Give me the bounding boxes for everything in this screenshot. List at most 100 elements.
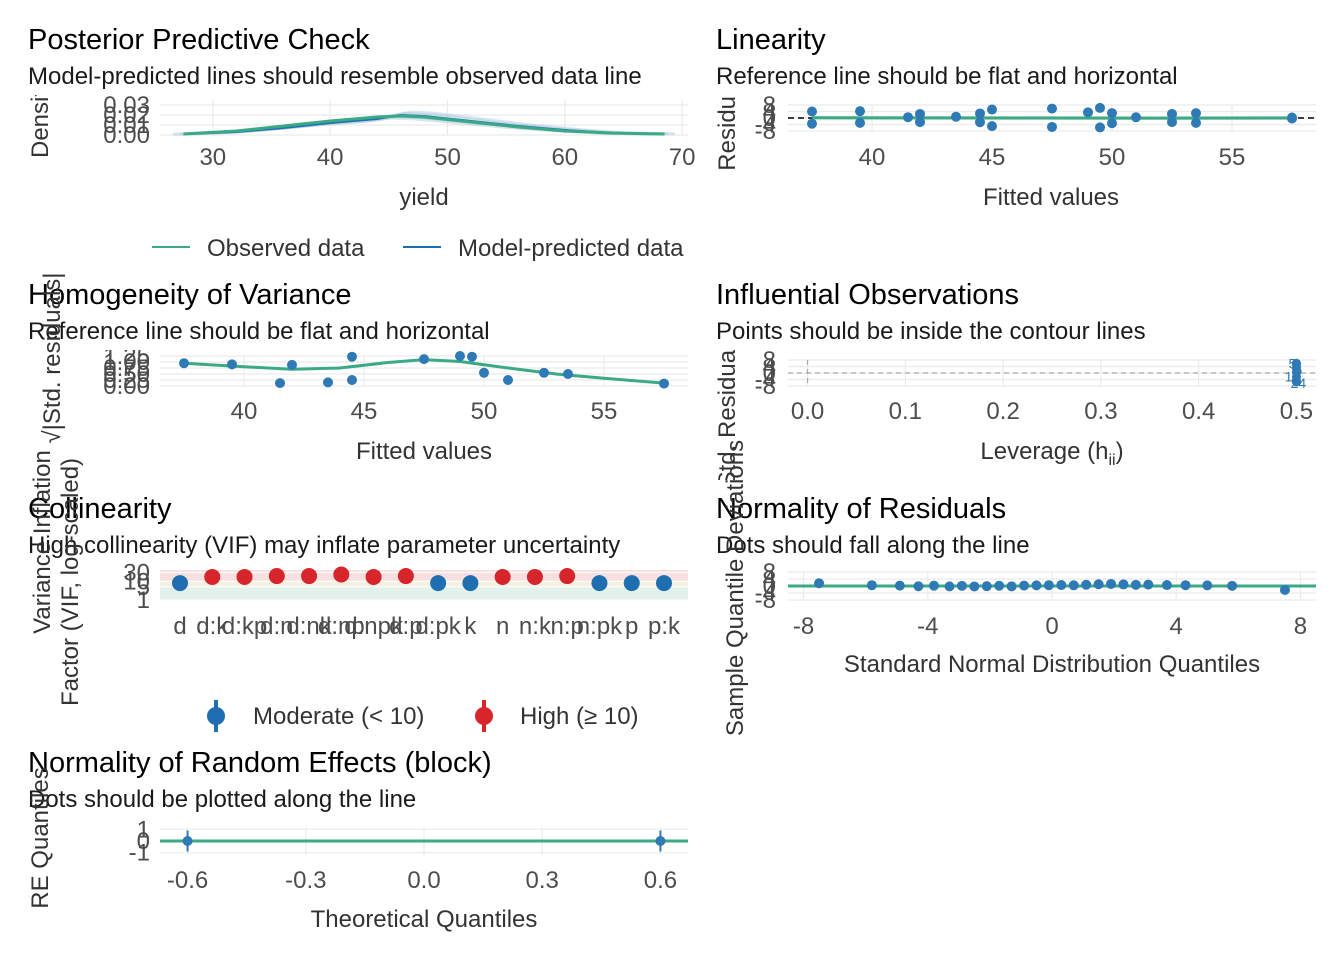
normality-residuals-subtitle: Dots should fall along the line (716, 532, 1030, 559)
homogeneity-point (539, 367, 549, 378)
x-tick-label: 0.2 (986, 398, 1019, 425)
vif-moderate-band (160, 581, 688, 587)
x-tick-label: 40 (231, 398, 258, 425)
normality-point (994, 580, 1005, 591)
x-tick-label: 8 (1294, 613, 1307, 640)
linearity-point (1167, 117, 1177, 128)
x-tick-label: d:npk (344, 613, 404, 640)
vif-point (591, 575, 608, 592)
x-tick-label: -8 (793, 613, 814, 640)
x-tick-label: 0 (1045, 613, 1058, 640)
legend-moderate-label: Moderate (< 10) (253, 703, 424, 730)
y-tick-label: 8 (763, 350, 776, 374)
linearity-point (975, 117, 985, 128)
homogeneity-point (479, 367, 489, 378)
x-tick-label: d:np (318, 613, 365, 640)
collinearity-y-axis-label-line2: Factor (VIF, log-scaled) (57, 458, 84, 706)
linearity-subtitle: Reference line should be flat and horizo… (716, 63, 1178, 90)
x-tick-label: n:k (519, 613, 552, 640)
linearity-point (975, 108, 985, 119)
x-tick-label: p (625, 613, 638, 640)
linearity-point (903, 112, 913, 123)
y-tick-label: 1.25 (103, 350, 150, 370)
x-tick-label: n (496, 613, 509, 640)
collinearity-y-axis-label-box: Variance Inflation Factor (VIF, log-scal… (29, 450, 84, 706)
normality-point (1019, 580, 1030, 591)
x-tick-label: n:p (551, 613, 584, 640)
y-tick-label: 0 (763, 360, 776, 387)
homogeneity-point (323, 377, 333, 388)
normality-re-x-axis-label: Theoretical Quantiles (311, 906, 538, 933)
linearity-point (1191, 117, 1201, 128)
y-tick-label: 8 (763, 95, 776, 119)
normality-re-subtitle: Dots should be plotted along the line (28, 786, 417, 813)
y-tick-label: 0.00 (103, 122, 150, 149)
y-tick-label: 30 (123, 560, 150, 586)
normality-point (928, 580, 939, 591)
x-tick-label: 0.0 (407, 867, 440, 894)
homogeneity-point (287, 359, 297, 370)
homogeneity-point (347, 375, 357, 385)
vif-point (656, 575, 672, 592)
normality-point (1202, 580, 1213, 591)
linearity-point (1167, 108, 1177, 119)
homogeneity-subtitle: Reference line should be flat and horizo… (28, 318, 490, 345)
influential-point (1291, 360, 1301, 370)
homogeneity-point (347, 351, 357, 362)
normality-point (866, 580, 877, 591)
normality-residuals-y-axis-label: Sample Quantile Deviations (722, 440, 749, 736)
ppc-title: Posterior Predictive Check (28, 24, 370, 56)
normality-point (1006, 581, 1017, 592)
linearity-point (1095, 102, 1105, 113)
normality-re-y-axis-label: RE Quantiles (27, 767, 54, 908)
ppc-plot: 0.000.010.020.03 30 40 50 60 70 yield Densit… (27, 95, 695, 262)
normality-point (1180, 580, 1191, 591)
normality-residuals-y-axis-label-box: Sample Quantile Deviations (722, 440, 749, 736)
y-tick-label: -8 (755, 587, 776, 614)
x-tick-label: 45 (351, 398, 378, 425)
linearity-point (855, 106, 865, 117)
x-tick-label: 50 (1099, 144, 1126, 171)
normality-point (1118, 579, 1129, 590)
homogeneity-point (275, 378, 285, 389)
vif-point (204, 568, 221, 585)
normality-re-title: Normality of Random Effects (block) (28, 747, 492, 779)
y-tick-label: 4 (763, 566, 776, 593)
vif-point (430, 575, 447, 592)
ppc-legend: Observed data Model-predicted data (152, 235, 684, 262)
y-tick-label: -8 (755, 118, 776, 145)
normality-point (1031, 580, 1042, 591)
linearity-point (951, 111, 961, 122)
vif-point (172, 575, 188, 592)
x-tick-label: k (464, 613, 477, 640)
normality-residuals-x-axis-label: Standard Normal Distribution Quantiles (844, 651, 1260, 678)
y-tick-label: 0.50 (103, 361, 150, 388)
x-tick-label: 4 (1170, 613, 1183, 640)
linearity-point (1083, 107, 1093, 118)
y-tick-label: 0 (763, 105, 776, 132)
y-tick-label: -1 (129, 840, 150, 867)
normality-residuals-title: Normality of Residuals (716, 493, 1007, 525)
vif-point (333, 566, 350, 583)
homogeneity-point (659, 378, 669, 389)
x-tick-label: d:kp (222, 613, 267, 640)
linearity-title: Linearity (716, 24, 826, 56)
x-tick-label: 0.5 (1280, 398, 1313, 425)
x-tick-label: 40 (859, 144, 886, 171)
x-tick-label: d:pk (415, 613, 461, 640)
legend-high-label: High (≥ 10) (520, 703, 639, 730)
x-tick-label: p:k (648, 613, 681, 640)
linearity-point (807, 118, 817, 129)
legend-observed-label: Observed data (207, 235, 365, 262)
linearity-point (987, 121, 997, 132)
y-tick-label: 0.01 (103, 112, 150, 139)
vif-point (559, 568, 576, 585)
homogeneity-y-axis-label-box: √|Std. residuals| (39, 272, 66, 443)
vif-point (236, 568, 253, 585)
influential-point-label: 5 (1289, 355, 1297, 371)
x-tick-label: d:k (196, 613, 229, 640)
normality-point (814, 578, 825, 589)
homogeneity-point (179, 358, 189, 369)
